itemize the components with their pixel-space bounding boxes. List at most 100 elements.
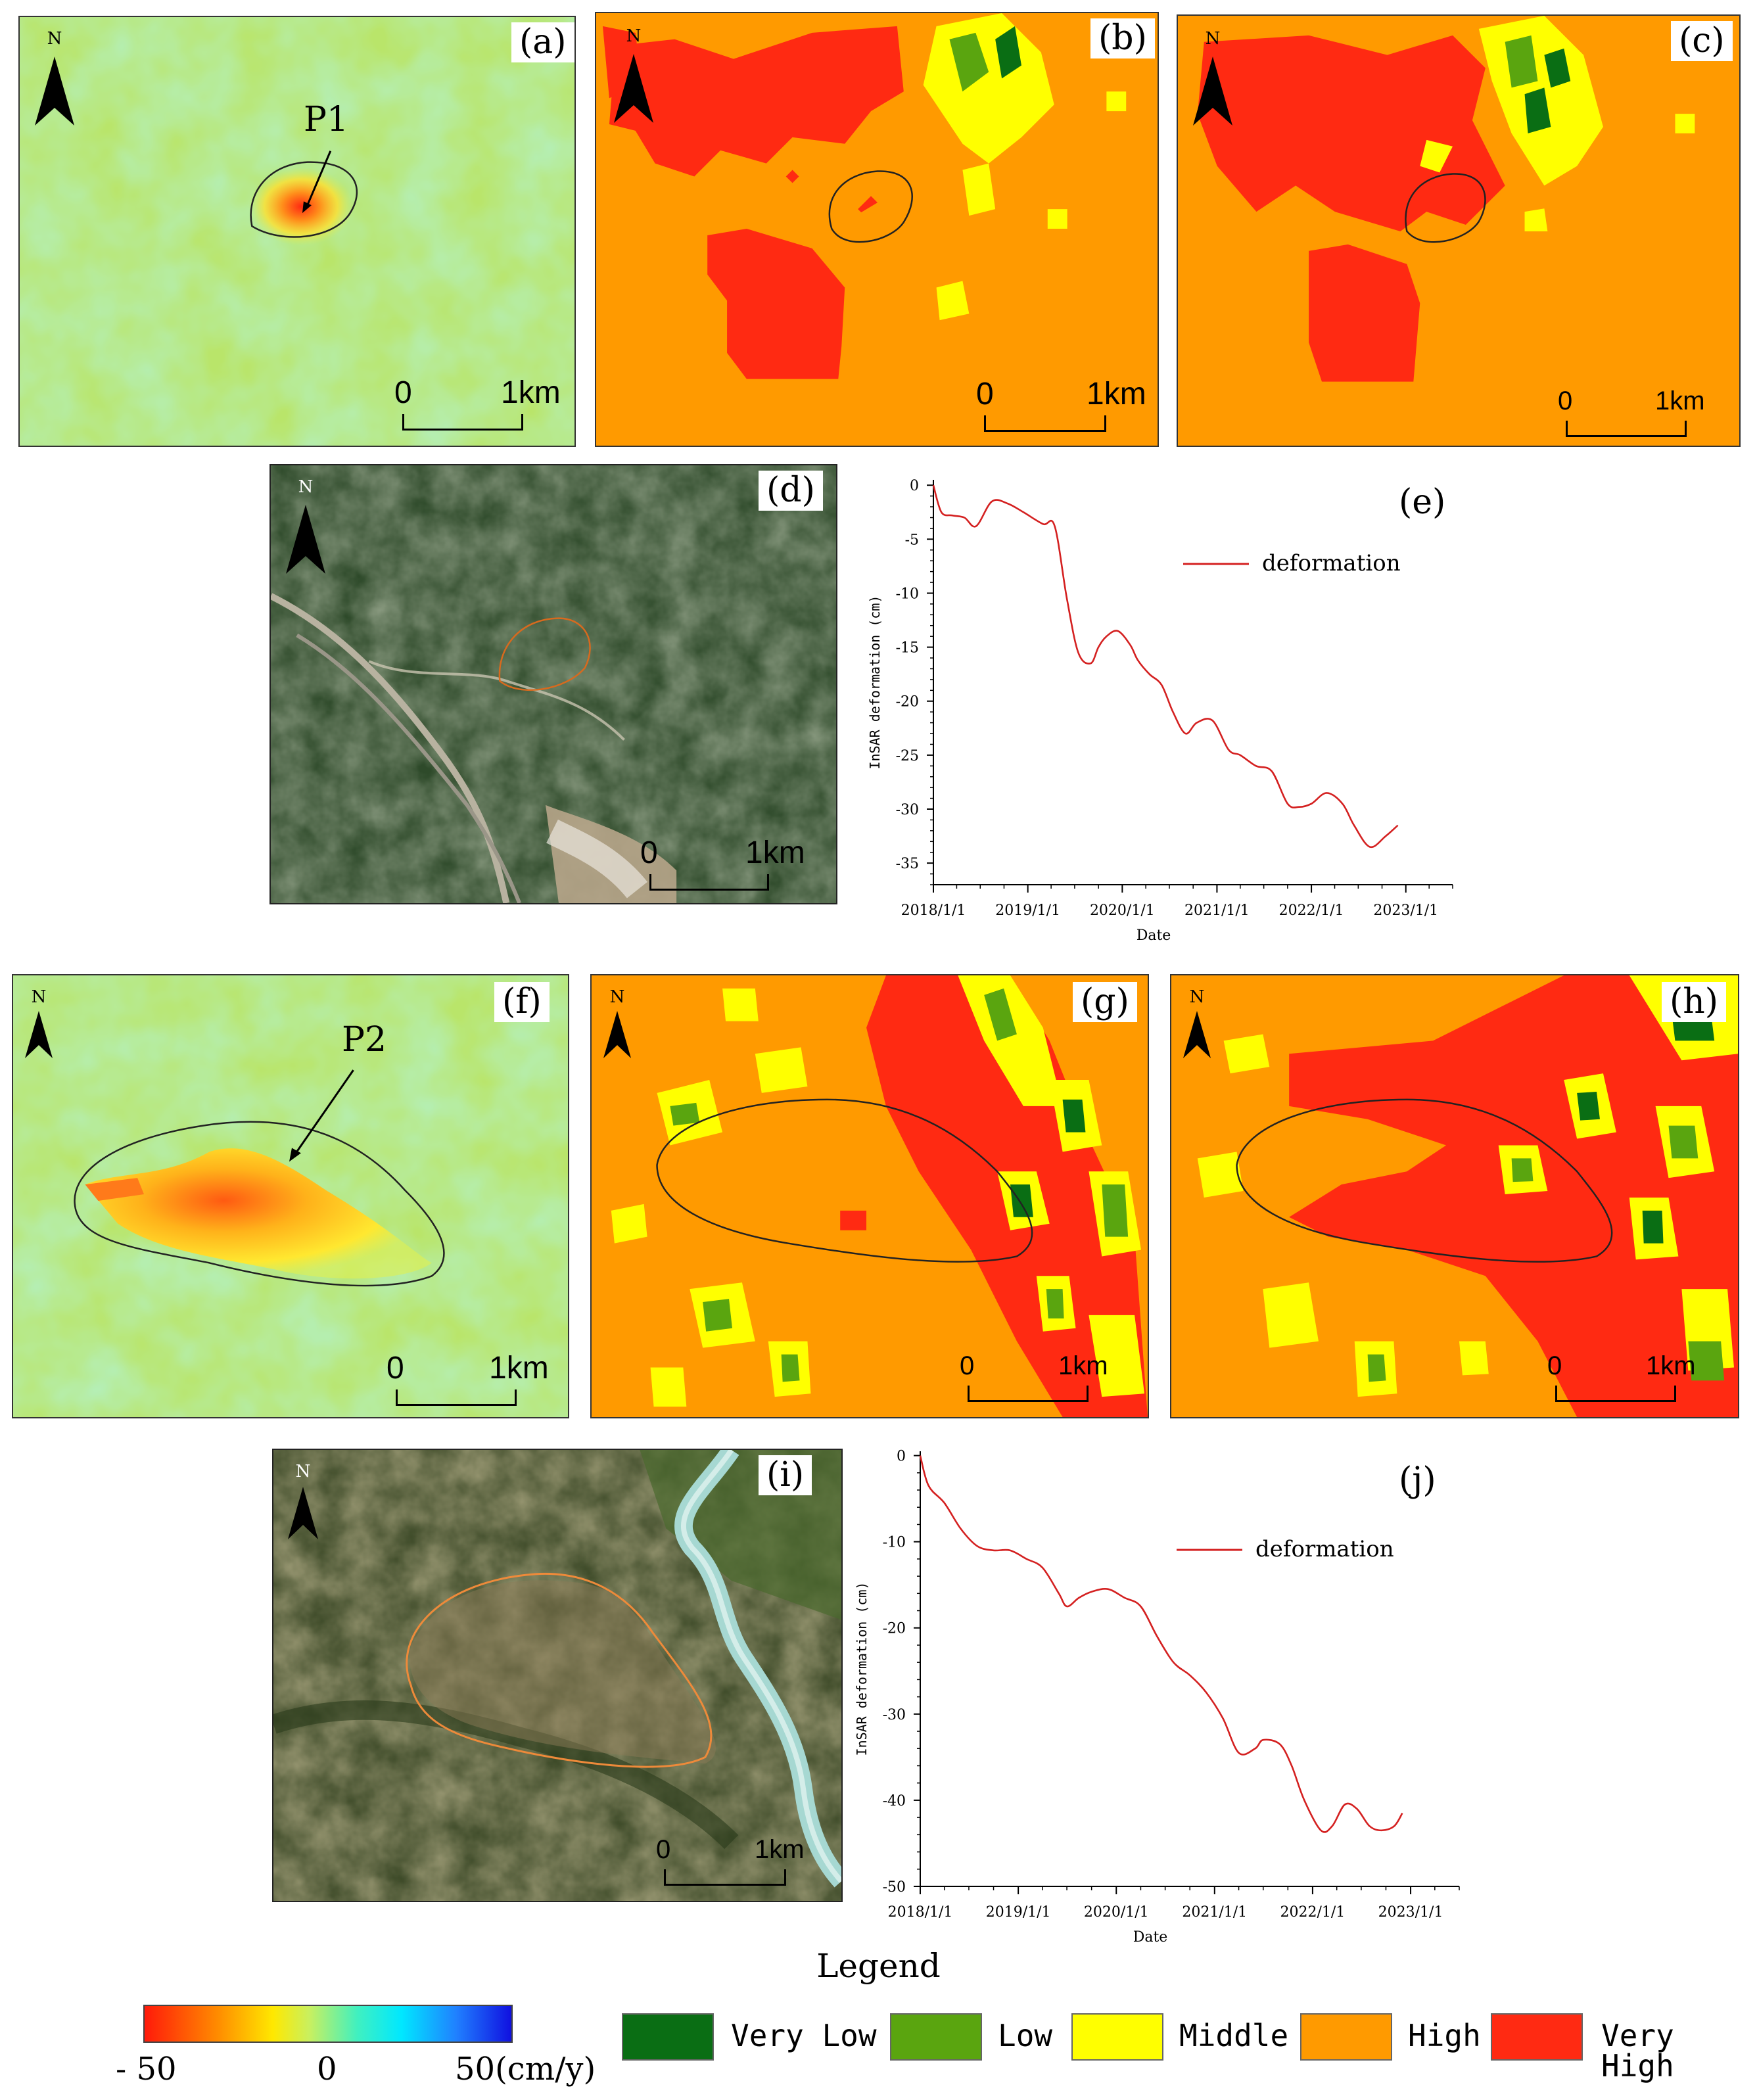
x-tick-label: 2019/1/1 bbox=[986, 1904, 1051, 1921]
north-label: N bbox=[31, 987, 47, 1007]
x-tick-label: 2021/1/1 bbox=[1184, 902, 1250, 919]
scale-end-label: 1km bbox=[1646, 1351, 1696, 1380]
colorbar-mid-label: 0 bbox=[317, 2051, 337, 2088]
scale-bar: 0 1km bbox=[1558, 386, 1722, 446]
panel-label-c: (c) bbox=[1671, 21, 1733, 62]
map-panel-f: P2 (f) N 0 1km bbox=[12, 974, 569, 1418]
legend-swatch-high bbox=[1300, 2013, 1392, 2061]
x-tick-label: 2020/1/1 bbox=[1084, 1904, 1149, 1921]
legend-title: Legend bbox=[816, 1947, 941, 1985]
susceptibility-map bbox=[1171, 975, 1738, 1417]
x-tick-label: 2018/1/1 bbox=[901, 902, 966, 919]
deformation-chart-j: 0 -10 -20 -30 -40 -50 2018/1/1 2019/1/1 2020/1/1… bbox=[848, 1439, 1518, 1959]
panel-label-d: (d) bbox=[759, 471, 823, 511]
colorbar-max-label: 50(cm/y) bbox=[455, 2051, 596, 2088]
scale-bar: 0 1km bbox=[387, 1353, 551, 1417]
legend-label-very-high: Very High bbox=[1601, 2018, 1674, 2084]
scale-start-label: 0 bbox=[656, 1835, 671, 1864]
y-axis-label: InSAR deformation (cm) bbox=[867, 595, 883, 770]
y-tick-label: -40 bbox=[883, 1793, 906, 1809]
y-tick-label: -30 bbox=[896, 802, 919, 818]
north-arrow-icon: N bbox=[1190, 30, 1236, 129]
point-label-p1: P1 bbox=[304, 100, 349, 139]
scale-bar: 0 1km bbox=[1547, 1351, 1712, 1417]
y-tick-label: -15 bbox=[896, 640, 919, 657]
y-tick-label: -10 bbox=[883, 1535, 906, 1551]
x-tick-label: 2022/1/1 bbox=[1279, 902, 1344, 919]
legend-label-low: Low bbox=[998, 2018, 1053, 2053]
satellite-image bbox=[273, 1450, 841, 1901]
deformation-series-line bbox=[919, 1455, 1403, 1833]
panel-label-e: (e) bbox=[1399, 482, 1446, 522]
point-label-p2: P2 bbox=[342, 1020, 387, 1060]
y-axis-label: InSAR deformation (cm) bbox=[854, 1582, 870, 1756]
y-tick-label: -10 bbox=[896, 586, 919, 602]
north-arrow-icon: N bbox=[1181, 989, 1213, 1061]
north-label: N bbox=[295, 1462, 311, 1482]
y-tick-label: -25 bbox=[896, 748, 919, 764]
north-label: N bbox=[47, 29, 62, 49]
y-tick-label: 0 bbox=[897, 1449, 906, 1465]
y-tick-label: -20 bbox=[883, 1621, 906, 1637]
panel-label-b: (b) bbox=[1090, 18, 1155, 59]
legend-series-label: deformation bbox=[1255, 1536, 1394, 1562]
panel-label-f: (f) bbox=[494, 982, 550, 1023]
x-tick-label: 2021/1/1 bbox=[1182, 1904, 1247, 1921]
scale-start-label: 0 bbox=[1547, 1351, 1562, 1380]
y-tick-label: -5 bbox=[905, 532, 919, 548]
scale-end-label: 1km bbox=[745, 835, 805, 870]
colorbar-min-label: - 50 bbox=[116, 2051, 177, 2088]
legend-label-very-low: Very Low bbox=[731, 2018, 877, 2053]
deformation-series-line bbox=[932, 484, 1399, 849]
north-arrow-icon: N bbox=[285, 1463, 321, 1542]
x-tick-label: 2018/1/1 bbox=[888, 1904, 953, 1921]
susceptibility-map bbox=[1178, 16, 1739, 446]
scale-start-label: 0 bbox=[1558, 386, 1573, 415]
panel-label-j: (j) bbox=[1399, 1460, 1436, 1500]
y-tick-label: -35 bbox=[896, 856, 919, 872]
scale-end-label: 1km bbox=[501, 375, 561, 410]
deformation-velocity-map bbox=[20, 17, 574, 446]
y-tick-label: -30 bbox=[883, 1707, 906, 1723]
susceptibility-map bbox=[596, 13, 1158, 446]
map-panel-a: P1 (a) N 0 1km bbox=[18, 16, 576, 447]
chart-j-svg: 0 -10 -20 -30 -40 -50 2018/1/1 2019/1/1 2020/1/1… bbox=[854, 1449, 1460, 1946]
y-tick-label: -50 bbox=[883, 1879, 906, 1896]
satellite-image-panel-i: (i) N 0 1km bbox=[272, 1449, 843, 1902]
scale-end-label: 1km bbox=[755, 1835, 805, 1864]
map-panel-h: (h) N 0 1km bbox=[1170, 974, 1739, 1418]
north-label: N bbox=[609, 987, 625, 1007]
scale-bar: 0 1km bbox=[640, 837, 824, 903]
x-axis-label: Date bbox=[1133, 1929, 1168, 1946]
y-tick-label: 0 bbox=[910, 478, 919, 494]
panel-label-i: (i) bbox=[759, 1455, 812, 1496]
map-panel-g: (g) N 0 1km bbox=[590, 974, 1149, 1418]
legend-label-middle: Middle bbox=[1179, 2018, 1289, 2053]
scale-bar: 0 1km bbox=[976, 379, 1146, 444]
panel-label-h: (h) bbox=[1662, 982, 1727, 1023]
chart-e-svg: 0 -5 -10 -15 -20 -25 -30 -35 2018/1/1 2019/1/1 202… bbox=[867, 478, 1453, 944]
scale-bar: 0 1km bbox=[960, 1351, 1124, 1417]
scale-end-label: 1km bbox=[1058, 1351, 1108, 1380]
scale-start-label: 0 bbox=[394, 375, 412, 410]
map-panel-c: (c) N 0 1km bbox=[1177, 14, 1741, 447]
scale-bar: 0 1km bbox=[394, 375, 561, 443]
susceptibility-map bbox=[592, 975, 1148, 1417]
scale-end-label: 1km bbox=[1655, 386, 1705, 415]
north-arrow-icon: N bbox=[601, 989, 634, 1061]
scale-start-label: 0 bbox=[640, 835, 658, 870]
north-label: N bbox=[298, 477, 314, 497]
north-arrow-icon: N bbox=[22, 989, 55, 1061]
legend-swatch-middle bbox=[1071, 2013, 1163, 2061]
x-tick-label: 2019/1/1 bbox=[995, 902, 1060, 919]
legend-series-label: deformation bbox=[1262, 550, 1401, 576]
panel-label-g: (g) bbox=[1073, 982, 1137, 1023]
velocity-colorbar bbox=[143, 2005, 513, 2043]
north-arrow-icon: N bbox=[283, 478, 329, 577]
north-arrow-icon: N bbox=[32, 30, 78, 129]
legend-swatch-very-low bbox=[622, 2013, 714, 2061]
north-label: N bbox=[1189, 987, 1205, 1007]
y-tick-label: -20 bbox=[896, 694, 919, 711]
deformation-velocity-map bbox=[13, 975, 568, 1417]
north-label: N bbox=[1205, 29, 1221, 49]
